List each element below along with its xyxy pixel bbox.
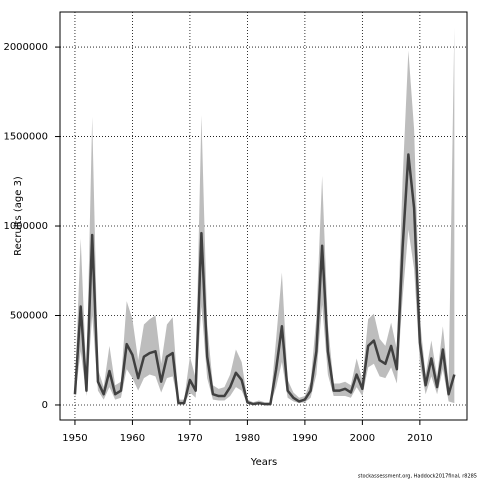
x-tick-label: 1950 [62, 433, 87, 444]
x-tick-label: 1980 [235, 433, 260, 444]
plot-frame [59, 11, 468, 421]
x-axis-label: Years [250, 457, 277, 468]
x-tick-label: 1990 [292, 433, 317, 444]
y-axis-label: Recruits (age 3) [13, 176, 24, 256]
y-tick-label: 1000000 [3, 221, 48, 232]
y-tick-label: 0 [42, 400, 48, 411]
line [73, 153, 456, 406]
x-tick-label: 1970 [177, 433, 202, 444]
x-tick-label: 1960 [120, 433, 145, 444]
footnote: stockassessment.org, Haddock2017final, r… [358, 474, 477, 480]
x-tick-label: 2010 [407, 433, 432, 444]
y-tick-label: 1500000 [3, 132, 48, 143]
x-tick-label: 2000 [350, 433, 375, 444]
y-tick-label: 2000000 [3, 42, 48, 53]
y-tick-label: 500000 [10, 310, 48, 321]
